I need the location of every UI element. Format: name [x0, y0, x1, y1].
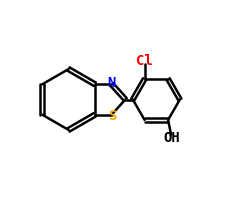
Text: N: N: [108, 76, 116, 90]
Text: Cl: Cl: [136, 55, 153, 68]
Text: S: S: [108, 109, 117, 123]
Text: OH: OH: [164, 131, 181, 144]
